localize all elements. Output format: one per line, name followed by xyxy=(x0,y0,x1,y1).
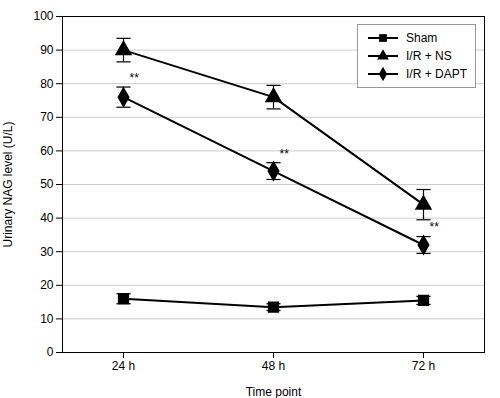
svg-text:48 h: 48 h xyxy=(262,359,285,373)
svg-text:20: 20 xyxy=(40,278,54,292)
svg-text:24 h: 24 h xyxy=(112,359,135,373)
svg-text:**: ** xyxy=(130,71,140,85)
html-text:I/R + DAPT: I/R + DAPT xyxy=(406,67,467,81)
svg-text:50: 50 xyxy=(40,177,54,191)
svg-text:40: 40 xyxy=(40,211,54,225)
svg-text:100: 100 xyxy=(33,9,53,23)
svg-text:72 h: 72 h xyxy=(412,359,435,373)
svg-text:10: 10 xyxy=(40,312,54,326)
svg-text:Urinary NAG level (U/L): Urinary NAG level (U/L) xyxy=(1,121,15,247)
svg-text:30: 30 xyxy=(40,245,54,259)
svg-text:0: 0 xyxy=(47,345,54,359)
svg-text:60: 60 xyxy=(40,144,54,158)
svg-text:80: 80 xyxy=(40,77,54,91)
svg-text:**: ** xyxy=(280,147,290,161)
svg-text:70: 70 xyxy=(40,110,54,124)
svg-text:Time point: Time point xyxy=(246,385,302,398)
svg-text:90: 90 xyxy=(40,43,54,57)
html-text:I/R + NS: I/R + NS xyxy=(406,49,452,63)
svg-text:**: ** xyxy=(430,220,440,234)
html-text:Sham: Sham xyxy=(406,31,438,45)
